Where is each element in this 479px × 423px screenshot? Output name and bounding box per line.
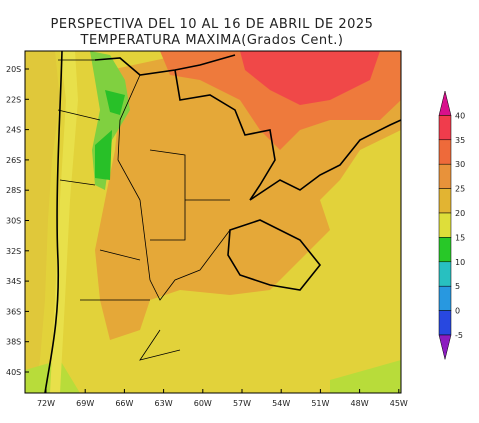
title-line: TEMPERATURA MAXIMA(Grados Cent.) bbox=[80, 33, 344, 48]
colorbar-label: 15 bbox=[455, 233, 465, 242]
title-line: PERSPECTIVA DEL 10 AL 16 DE ABRIL DE 202… bbox=[51, 17, 374, 32]
lat-label: 40S bbox=[6, 368, 21, 377]
colorbar-label: 35 bbox=[455, 136, 465, 145]
lon-label: 66W bbox=[115, 399, 133, 408]
lat-label: 20S bbox=[6, 65, 21, 74]
lat-label: 30S bbox=[6, 217, 21, 226]
colorbar-label: -5 bbox=[455, 331, 463, 340]
temperature-field bbox=[25, 51, 401, 393]
colorbar-segment bbox=[438, 188, 452, 214]
colorbar-label: 0 bbox=[455, 307, 460, 316]
lon-label: 48W bbox=[351, 399, 369, 408]
lat-label: 28S bbox=[6, 186, 21, 195]
lon-label: 54W bbox=[272, 399, 290, 408]
colorbar-label: 10 bbox=[455, 258, 465, 267]
colorbar-segment bbox=[438, 285, 452, 311]
colorbar-label: 40 bbox=[455, 111, 465, 120]
colorbar-segment bbox=[438, 310, 452, 336]
colorbar-label: 5 bbox=[455, 282, 460, 291]
colorbar-segment bbox=[438, 261, 452, 287]
lat-labels: 20S 22S 24S 26S 28S 30S 32S 34S 36S 38S 40S bbox=[6, 65, 29, 377]
lat-label: 38S bbox=[6, 338, 21, 347]
lat-label: 32S bbox=[6, 247, 21, 256]
colorbar-segment bbox=[438, 90, 452, 116]
colorbar-segment bbox=[438, 237, 452, 263]
lat-label: 22S bbox=[6, 95, 21, 104]
lon-label: 45W bbox=[390, 399, 408, 408]
lat-label: 26S bbox=[6, 156, 21, 165]
colorbar-segment bbox=[438, 139, 452, 165]
lon-label: 60W bbox=[194, 399, 212, 408]
lon-labels: 72W 69W 66W 63W 60W 57W 54W 51W 48W 45W bbox=[37, 389, 408, 408]
lon-label: 57W bbox=[233, 399, 251, 408]
colorbar-segment bbox=[438, 212, 452, 238]
lat-label: 36S bbox=[6, 307, 21, 316]
lat-label: 34S bbox=[6, 277, 21, 286]
lon-label: 72W bbox=[37, 399, 55, 408]
lon-label: 51W bbox=[311, 399, 329, 408]
colorbar-label: 30 bbox=[455, 160, 465, 169]
colorbar-label: 25 bbox=[455, 185, 465, 194]
colorbar-segment bbox=[438, 163, 452, 189]
map-frame bbox=[24, 50, 402, 394]
lon-label: 63W bbox=[155, 399, 173, 408]
lon-label: 69W bbox=[76, 399, 94, 408]
colorbar-segment bbox=[438, 115, 452, 141]
colorbar-segment bbox=[438, 334, 452, 360]
colorbar-label: 20 bbox=[455, 209, 465, 218]
lat-label: 24S bbox=[6, 126, 21, 135]
colorbar: 40 35 30 25 20 15 10 5 0 -5 bbox=[438, 90, 465, 360]
